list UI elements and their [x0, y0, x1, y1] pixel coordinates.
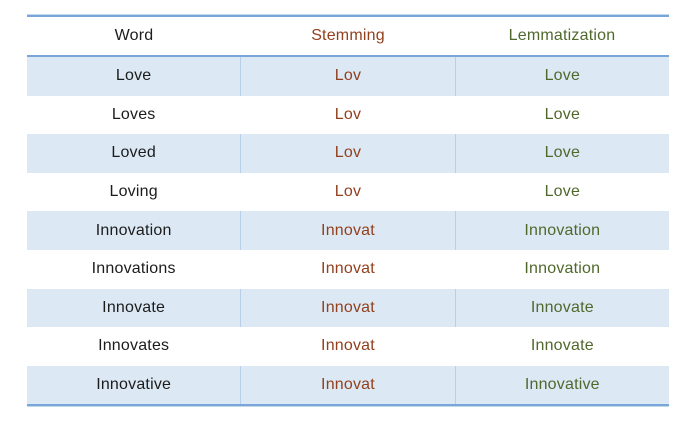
cell-lemmatization: Innovative — [454, 365, 669, 405]
table-row: Innovate Innovat Innovate — [27, 288, 669, 328]
table-row: Innovative Innovat Innovative — [27, 365, 669, 405]
column-header-word: Word — [114, 27, 154, 44]
cell-stemming: Innovat — [240, 211, 454, 250]
cell-lemmatization: Love — [544, 183, 581, 201]
cell-word: Innovations — [91, 260, 176, 278]
cell-word: Innovative — [96, 376, 172, 394]
table-row: Love Lov Love — [27, 57, 669, 96]
table-header-row: Word Stemming Lemmatization — [27, 17, 669, 57]
cell-lemmatization: Love — [454, 57, 669, 96]
cell-stemming: Innovat — [321, 260, 375, 278]
table-row: Loves Lov Love — [27, 96, 669, 135]
cell-word: Loves — [111, 105, 156, 123]
table-row: Loved Lov Love — [27, 134, 669, 173]
table-row: Loving Lov Love — [27, 173, 669, 212]
cell-word: Innovates — [98, 337, 170, 355]
table-row: Innovation Innovat Innovation — [27, 211, 669, 250]
cell-stemming: Lov — [240, 57, 454, 96]
stemming-lemmatization-table: Word Stemming Lemmatization Love Lov Love L… — [27, 15, 669, 407]
cell-lemmatization: Love — [454, 134, 669, 173]
cell-lemmatization: Love — [544, 105, 581, 123]
cell-stemming: Lov — [334, 105, 362, 123]
cell-stemming: Innovat — [240, 365, 454, 405]
cell-lemmatization: Innovate — [530, 337, 594, 355]
table-body: Love Lov Love Loves Lov Love Loved Lov Love Lovin… — [27, 57, 669, 405]
cell-word: Innovate — [102, 298, 166, 316]
cell-lemmatization: Innovation — [454, 211, 669, 250]
cell-stemming: Innovat — [321, 337, 375, 355]
cell-word: Love — [115, 67, 152, 85]
cell-lemmatization: Innovate — [454, 288, 669, 328]
cell-stemming: Innovat — [240, 288, 454, 328]
cell-word: Innovation — [95, 221, 172, 239]
table-row: Innovates Innovat Innovate — [27, 327, 669, 366]
cell-word: Loving — [109, 183, 158, 201]
table-row: Innovations Innovat Innovation — [27, 250, 669, 289]
column-header-stemming: Stemming — [311, 27, 385, 44]
column-header-lemmatization: Lemmatization — [508, 27, 616, 44]
cell-lemmatization: Innovation — [524, 260, 601, 278]
cell-word: Loved — [111, 144, 156, 162]
cell-stemming: Lov — [334, 183, 362, 201]
cell-stemming: Lov — [240, 134, 454, 173]
